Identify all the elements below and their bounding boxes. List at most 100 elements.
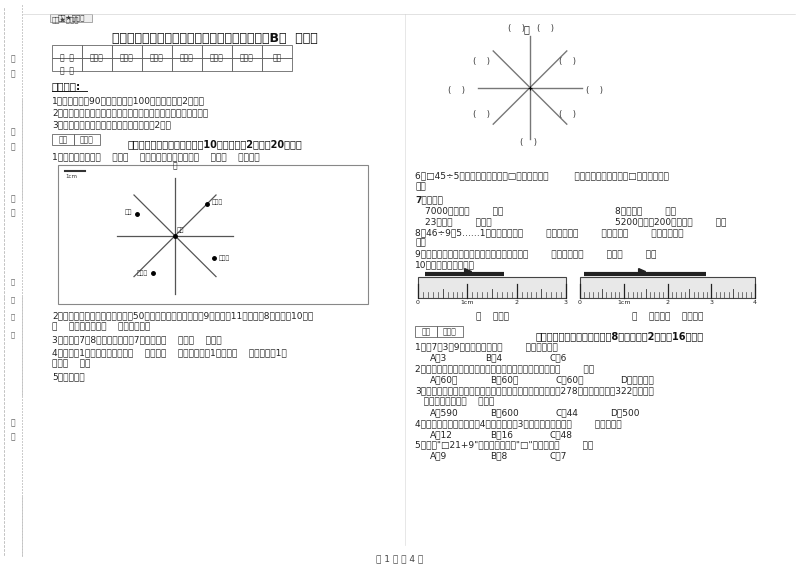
Text: A、9: A、9: [430, 452, 447, 460]
Text: 3: 3: [710, 301, 714, 306]
Text: 应用题: 应用题: [240, 53, 254, 62]
Text: 6、□45÷5，要使商是两位数，□里最大可填（         ）；要使商是三位数，□里最小应填（: 6、□45÷5，要使商是两位数，□里最大可填（ ）；要使商是三位数，□里最小应填…: [415, 171, 669, 180]
Text: B、8: B、8: [490, 452, 507, 460]
Text: (    ): ( ): [474, 110, 490, 119]
Text: C、48: C、48: [550, 430, 573, 439]
Text: 北: 北: [173, 161, 178, 170]
Text: 1cm: 1cm: [461, 301, 474, 306]
Text: 2、请首先按要求在试卷的指定位置填写您的姓名、班级、学号。: 2、请首先按要求在试卷的指定位置填写您的姓名、班级、学号。: [52, 108, 208, 118]
Text: 学
校: 学 校: [10, 418, 15, 441]
Text: (    ): ( ): [508, 24, 525, 33]
Text: (    ): ( ): [520, 138, 537, 147]
Text: 4、分针走1小格，秒针正好走（    ），是（    ）秒；分针走1大格是（    ），时针走1大: 4、分针走1小格，秒针正好走（ ），是（ ）秒；分针走1大格是（ ），时针走1大: [52, 348, 286, 357]
Text: 广州新电视塔高（    ）米。: 广州新电视塔高（ ）米。: [415, 397, 494, 406]
Bar: [50, 14, 92, 22]
Text: 5200千克－200千克＝（        ）吨: 5200千克－200千克＝（ ）吨: [615, 217, 726, 226]
Text: 0: 0: [578, 301, 582, 306]
Text: (    ): ( ): [558, 56, 576, 66]
Text: 0: 0: [416, 301, 420, 306]
Text: 小红家: 小红家: [219, 255, 230, 261]
Bar: [112, 58, 142, 71]
Text: 8、46÷9＝5……1中，被除数是（        ），除数是（        ），商是（        ），余数是（: 8、46÷9＝5……1中，被除数是（ ），除数是（ ），商是（ ），余数是（: [415, 228, 683, 237]
Text: （    ）毫米: （ ）毫米: [475, 312, 509, 321]
Text: B、4: B、4: [485, 353, 502, 362]
Text: 3、广州新电视塔是广州市目前最高的建筑，它比中信大厦高278米，中信大厦高322米，那么: 3、广州新电视塔是广州市目前最高的建筑，它比中信大厦高278米，中信大厦高322…: [415, 386, 654, 395]
Text: 第 1 页 共 4 页: 第 1 页 共 4 页: [376, 554, 424, 563]
Text: 7、换算。: 7、换算。: [415, 195, 443, 204]
Text: 二、反复比较，慎重选择（共8小题，每题2分，共16分）。: 二、反复比较，慎重选择（共8小题，每题2分，共16分）。: [536, 331, 704, 341]
Text: 1、小红家在学校（    ）方（    ）米处；小明家在学校（    ）方（    ）米处。: 1、小红家在学校（ ）方（ ）米处；小明家在学校（ ）方（ ）米处。: [52, 152, 260, 161]
Text: (    ): ( ): [474, 56, 490, 66]
Text: 新人教版三年级数学【下册】全真模拟考试试卷B卷  附答案: 新人教版三年级数学【下册】全真模拟考试试卷B卷 附答案: [112, 32, 318, 45]
Text: 10、量出钉子的长度。: 10、量出钉子的长度。: [415, 260, 475, 270]
Bar: [58, 165, 368, 305]
Text: A、590: A、590: [430, 408, 458, 417]
Polygon shape: [465, 268, 472, 275]
Polygon shape: [638, 268, 646, 275]
Bar: [202, 58, 232, 71]
Text: 9、在进位加法中，不管哪一位上的数相加满（        ），都要向（        ）进（        ）。: 9、在进位加法中，不管哪一位上的数相加满（ ），都要向（ ）进（ ）。: [415, 250, 656, 259]
Text: 2: 2: [666, 301, 670, 306]
Bar: [437, 327, 463, 337]
Text: 2、时针从上一个数字到相邻的下一个数字，经过的时间是（        ）。: 2、时针从上一个数字到相邻的下一个数字，经过的时间是（ ）。: [415, 364, 594, 373]
Text: 内

不

要

填: 内 不 要 填: [11, 279, 15, 338]
Text: ）。: ）。: [415, 239, 426, 248]
Bar: [142, 45, 172, 58]
Text: 8千克＝（        ）克: 8千克＝（ ）克: [615, 206, 676, 215]
Text: 姓
名: 姓 名: [10, 194, 15, 218]
Text: 学校: 学校: [177, 227, 185, 233]
Text: 1cm: 1cm: [65, 174, 77, 179]
Text: 填空题: 填空题: [90, 53, 104, 62]
Text: C、44: C、44: [555, 408, 578, 417]
Text: 判断题: 判断题: [150, 53, 164, 62]
Text: 1、考试时间：90分钟，满分为100分（含卷面分2分）。: 1、考试时间：90分钟，满分为100分（含卷面分2分）。: [52, 97, 205, 106]
Text: 5、要使"□21+9"的商是三位数，"□"里只能填（        ）。: 5、要使"□21+9"的商是三位数，"□"里只能填（ ）。: [415, 441, 594, 450]
Text: 北: 北: [523, 24, 529, 34]
Text: A、12: A、12: [430, 430, 453, 439]
Bar: [262, 58, 292, 71]
Text: C、6: C、6: [550, 353, 567, 362]
Text: B、16: B、16: [490, 430, 513, 439]
Text: (    ): ( ): [537, 24, 554, 33]
Text: 班
级: 班 级: [10, 127, 15, 151]
Bar: [232, 58, 262, 71]
Text: 评题人: 评题人: [443, 327, 457, 336]
Text: 4、一个长方形花坛的宽是4米，长是宽的3倍，花坛的面积是（        ）平方米。: 4、一个长方形花坛的宽是4米，长是宽的3倍，花坛的面积是（ ）平方米。: [415, 419, 622, 428]
Text: 计算题: 计算题: [180, 53, 194, 62]
Bar: [112, 45, 142, 58]
Bar: [232, 45, 262, 58]
Bar: [580, 277, 755, 298]
Bar: [202, 45, 232, 58]
Bar: [262, 45, 292, 58]
Text: 得分: 得分: [422, 327, 430, 336]
Text: 3: 3: [564, 301, 568, 306]
Text: C、7: C、7: [550, 452, 567, 460]
Text: （    ）厘米（    ）毫米。: （ ）厘米（ ）毫米。: [632, 312, 703, 321]
Text: 5、填一填。: 5、填一填。: [52, 372, 85, 381]
Text: 题  号: 题 号: [60, 53, 74, 62]
Text: ）。: ）。: [415, 182, 426, 191]
Text: 7000千克＝（        ）吨: 7000千克＝（ ）吨: [425, 206, 503, 215]
Text: A、3: A、3: [430, 353, 447, 362]
Text: 趣题★自用图: 趣题★自用图: [52, 16, 79, 23]
Text: 总分: 总分: [272, 53, 282, 62]
Text: 3、时针在7和8之间，分针指向7，这时是（    ）时（    ）分。: 3、时针在7和8之间，分针指向7，这时是（ ）时（ ）分。: [52, 335, 222, 344]
Text: (    ): ( ): [586, 86, 603, 95]
Text: （    ）跑得最快，（    ）跑得最慢。: （ ）跑得最快，（ ）跑得最慢。: [52, 323, 150, 331]
Text: C、60时: C、60时: [555, 375, 583, 384]
Bar: [415, 327, 437, 337]
Text: 得  分: 得 分: [60, 66, 74, 75]
Text: D、无法确定: D、无法确定: [620, 375, 654, 384]
Text: 1、用7，3，9三个数字可组成（        ）个三位数。: 1、用7，3，9三个数字可组成（ ）个三位数。: [415, 342, 558, 351]
Bar: [74, 134, 100, 145]
Text: 3、不要在试卷上乱写乱画，卷面不整洁扣2分。: 3、不要在试卷上乱写乱画，卷面不整洁扣2分。: [52, 120, 171, 129]
Text: 1cm: 1cm: [617, 301, 630, 306]
Text: 得分: 得分: [58, 135, 68, 144]
Bar: [172, 45, 202, 58]
Text: (    ): ( ): [558, 110, 576, 119]
Text: 综合题: 综合题: [210, 53, 224, 62]
Text: B、60分: B、60分: [490, 375, 518, 384]
Text: 小明家: 小明家: [212, 199, 223, 205]
Text: 选择题: 选择题: [120, 53, 134, 62]
Bar: [52, 58, 82, 71]
